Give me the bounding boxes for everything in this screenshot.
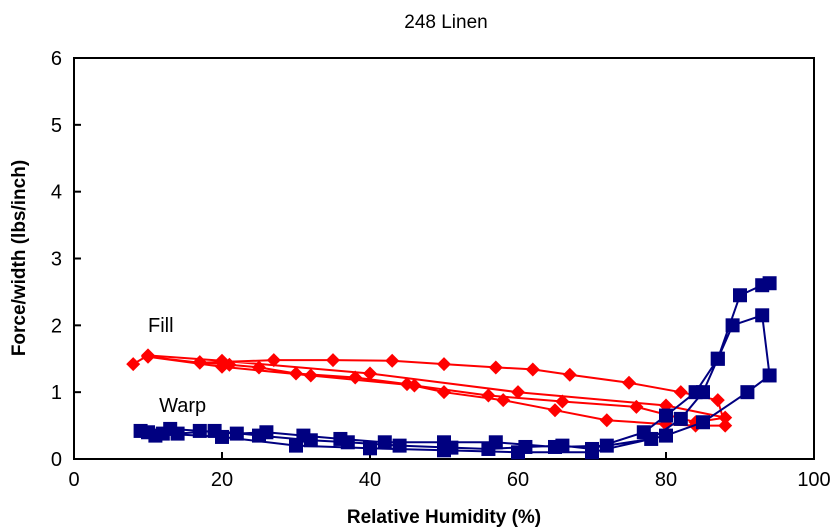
data-point: [481, 441, 496, 456]
y-tick-label: 2: [51, 315, 62, 337]
data-point: [585, 441, 599, 456]
data-point: [673, 385, 688, 400]
data-point: [555, 438, 570, 453]
x-tick-label: 0: [68, 469, 79, 491]
data-point: [725, 318, 740, 333]
data-point: [437, 385, 451, 400]
data-point: [252, 360, 266, 375]
data-point: [148, 428, 163, 443]
data-point: [303, 368, 318, 383]
y-axis-title: Force/width (lbs/inch): [9, 160, 30, 356]
data-point: [444, 440, 459, 455]
annotation-label: Warp: [159, 395, 206, 417]
data-point: [222, 357, 237, 372]
data-point: [599, 413, 614, 428]
series-1: [133, 276, 777, 460]
data-point: [710, 351, 725, 366]
data-point: [599, 438, 614, 453]
data-point: [385, 353, 400, 368]
data-point: [696, 415, 710, 430]
x-tick-label: 60: [507, 469, 529, 491]
y-tick-label: 3: [51, 249, 62, 271]
x-tick-label: 80: [655, 469, 677, 491]
data-point: [629, 399, 644, 414]
data-point: [207, 423, 222, 438]
data-point: [363, 366, 377, 381]
data-point: [481, 388, 496, 403]
data-point: [733, 288, 747, 303]
data-point: [348, 370, 363, 385]
chart-title: 248 Linen: [404, 12, 487, 33]
data-point: [548, 403, 562, 418]
data-point: [636, 425, 651, 440]
data-point: [562, 367, 577, 382]
data-point: [303, 433, 318, 448]
data-point: [511, 385, 525, 400]
y-tick-label: 5: [51, 115, 62, 137]
data-point: [126, 357, 141, 372]
data-point: [673, 411, 688, 426]
data-point: [437, 357, 451, 372]
data-point: [266, 353, 281, 368]
data-point: [488, 360, 503, 375]
y-tick-label: 4: [51, 182, 62, 204]
data-point: [659, 408, 673, 423]
y-tick-label: 6: [51, 48, 62, 70]
data-point: [718, 418, 733, 433]
data-point: [555, 394, 570, 409]
data-point: [718, 410, 733, 425]
series-0: [126, 348, 733, 433]
data-point: [762, 368, 777, 383]
data-point: [622, 375, 636, 390]
data-point: [518, 439, 533, 454]
data-point: [289, 366, 303, 381]
x-tick-label: 40: [359, 469, 381, 491]
data-point: [740, 385, 755, 400]
data-point: [170, 426, 185, 441]
data-point: [755, 308, 770, 323]
data-point: [392, 438, 407, 453]
data-point: [525, 362, 540, 377]
axis-ticks: 0 20 40 60 80 100 0 1 2 3 4 5 6: [51, 48, 831, 491]
x-tick-label: 20: [211, 469, 233, 491]
data-point: [659, 428, 673, 443]
data-point: [377, 435, 392, 450]
data-point: [326, 353, 340, 368]
y-tick-label: 0: [51, 449, 62, 471]
data-point: [141, 349, 155, 364]
data-point: [710, 393, 725, 408]
data-point: [688, 385, 703, 400]
x-tick-label: 100: [797, 469, 830, 491]
data-point: [192, 423, 207, 438]
data-point: [229, 426, 244, 441]
data-point: [496, 393, 511, 408]
data-point: [340, 435, 355, 450]
data-point: [400, 377, 414, 392]
data-point: [363, 441, 377, 456]
y-tick-label: 1: [51, 382, 62, 404]
data-point: [192, 355, 207, 370]
annotation-label: Fill: [148, 315, 174, 337]
annotation-layer: Fill Warp: [148, 315, 206, 417]
x-axis-title: Relative Humidity (%): [347, 507, 541, 528]
series-layer: [126, 276, 777, 460]
data-point: [762, 276, 777, 291]
data-point: [252, 428, 266, 443]
